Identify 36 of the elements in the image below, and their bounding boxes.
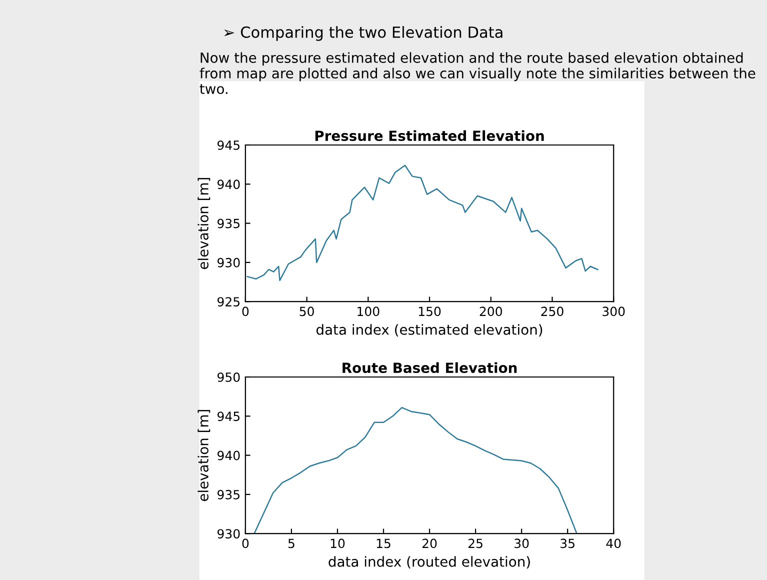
y-tick-label: 930 [218, 258, 240, 268]
y-tick-label: 940 [218, 180, 240, 190]
chart-title: Pressure Estimated Elevation [315, 130, 544, 142]
y-tick-label: 930 [218, 529, 240, 539]
y-axis-title: elevation [m] [198, 178, 210, 270]
x-tick-label: 25 [468, 538, 482, 548]
x-tick-label: 50 [300, 306, 314, 316]
x-tick-label: 300 [602, 306, 625, 316]
x-tick-label: 0 [242, 306, 249, 316]
y-tick-label: 935 [218, 218, 240, 228]
y-tick-label: 945 [218, 412, 240, 422]
x-tick-label: 30 [514, 538, 529, 548]
x-tick-label: 100 [358, 306, 380, 316]
text: ➢ Comparing the two Elevation Data [224, 26, 502, 41]
x-tick-label: 10 [330, 538, 345, 548]
x-tick-label: 250 [541, 306, 564, 316]
x-tick-label: 150 [418, 306, 441, 316]
y-tick-label: 935 [218, 490, 240, 500]
x-tick-label: 200 [480, 306, 502, 316]
y-tick-label: 950 [218, 372, 240, 382]
line-series [246, 164, 598, 282]
x-tick-label: 35 [560, 538, 574, 548]
line-series [254, 406, 578, 534]
x-tick-label: 20 [422, 538, 437, 548]
x-tick-label: 0 [242, 538, 249, 548]
y-tick-label: 945 [218, 140, 240, 150]
x-tick-label: 40 [606, 538, 621, 548]
x-tick-label: 15 [376, 538, 390, 548]
x-axis-title: data index (routed elevation) [328, 556, 530, 568]
text: Now the pressure estimated elevation and the route based elevation obtained from map are plotted and also we can visually note the similarities between the two. [200, 52, 756, 94]
y-tick-label: 925 [218, 297, 240, 307]
y-tick-label: 940 [218, 450, 240, 460]
y-axis-title: elevation [m] [198, 410, 210, 502]
x-axis-title: data index (estimated elevation) [316, 324, 542, 336]
x-tick-label: 5 [288, 538, 294, 548]
chart-title: Route Based Elevation [342, 362, 517, 374]
